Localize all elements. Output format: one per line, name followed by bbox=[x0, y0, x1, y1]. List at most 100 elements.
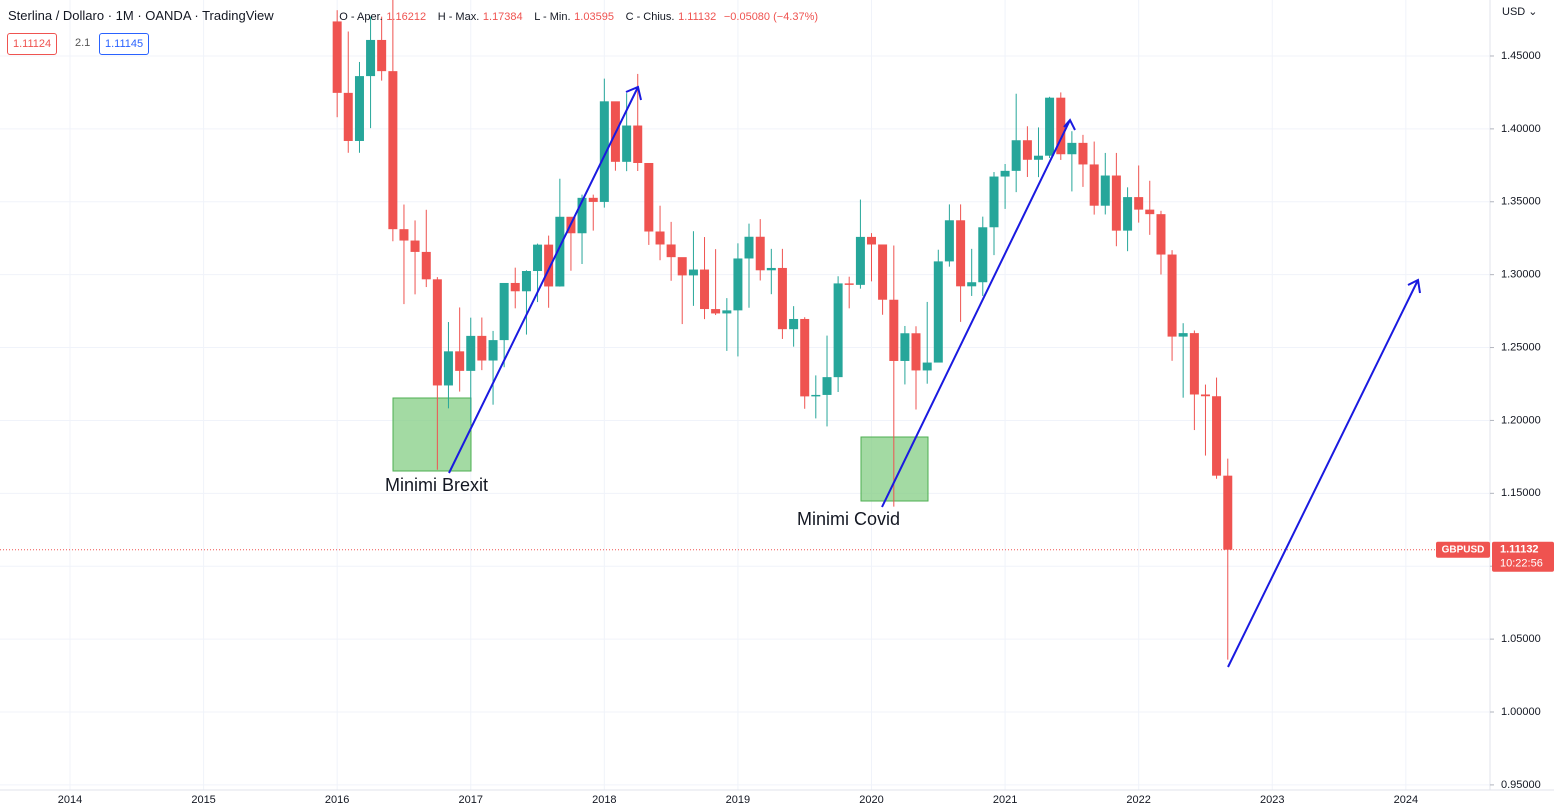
annotation: Minimi Covid bbox=[797, 509, 900, 529]
candle-body bbox=[1100, 175, 1110, 206]
currency-menu[interactable]: USD ⌄ bbox=[1502, 6, 1538, 18]
y-tick-label: 1.35000 bbox=[1501, 196, 1541, 208]
y-tick-label: 1.30000 bbox=[1501, 269, 1541, 281]
ohlc-value: 1.17384 bbox=[482, 11, 523, 23]
x-tick-label: 2021 bbox=[993, 794, 1017, 806]
candle-body bbox=[677, 257, 687, 276]
drawings bbox=[392, 397, 929, 502]
y-tick-label: 1.45000 bbox=[1501, 50, 1541, 62]
candle-body bbox=[644, 162, 654, 232]
change: −0.05080 (−4.37%) bbox=[723, 11, 819, 23]
symbol-tag-label: GBPUSD bbox=[1442, 544, 1485, 555]
y-tick-label: 1.20000 bbox=[1501, 414, 1541, 426]
candle-body bbox=[1089, 164, 1099, 206]
candle-body bbox=[1033, 155, 1043, 160]
ohlc-label: H - Max. bbox=[437, 11, 480, 23]
buy-button[interactable]: 1.11145 bbox=[99, 33, 150, 55]
spread: 2.1 bbox=[75, 37, 91, 49]
price-tag-label: 1.11132 bbox=[1500, 544, 1539, 556]
candle-body bbox=[1189, 333, 1199, 395]
candle-body bbox=[911, 333, 921, 371]
candle-body bbox=[967, 282, 977, 287]
candle-body bbox=[544, 244, 554, 287]
y-tick-label: 1.40000 bbox=[1501, 123, 1541, 135]
candle-body bbox=[1000, 170, 1010, 177]
candle-body bbox=[633, 125, 643, 163]
x-tick-label: 2020 bbox=[859, 794, 883, 806]
candle-body bbox=[978, 227, 988, 283]
candle-body bbox=[878, 244, 888, 300]
ohlc-label: L - Min. bbox=[534, 11, 571, 23]
candle-body bbox=[499, 282, 509, 341]
symbol-tag bbox=[1436, 541, 1490, 558]
x-tick-label: 2015 bbox=[191, 794, 215, 806]
candle-body bbox=[1067, 142, 1077, 155]
candle-body bbox=[989, 176, 999, 228]
ohlc-label: C - Chius. bbox=[625, 11, 675, 23]
candle-body bbox=[533, 244, 543, 272]
ohlc-value: 1.16212 bbox=[386, 11, 427, 23]
candle-body bbox=[1056, 97, 1066, 155]
candle-body bbox=[755, 236, 765, 271]
ohlc-label: O - Aper. bbox=[339, 11, 383, 23]
candle-body bbox=[343, 92, 353, 141]
y-tick-label: 1.15000 bbox=[1501, 487, 1541, 499]
candle-body bbox=[766, 267, 776, 271]
candle-body bbox=[800, 318, 810, 397]
candle-body bbox=[577, 197, 587, 234]
candle-body bbox=[410, 240, 420, 252]
candle-body bbox=[711, 309, 721, 314]
candle-body bbox=[354, 76, 364, 141]
candle-body bbox=[933, 261, 943, 363]
candle-body bbox=[688, 269, 698, 276]
candle-body bbox=[466, 335, 476, 371]
candle-body bbox=[1212, 396, 1222, 476]
candle-body bbox=[421, 251, 431, 280]
candle-body bbox=[622, 125, 632, 162]
y-tick-label: 0.95000 bbox=[1501, 779, 1541, 791]
candle-body bbox=[822, 377, 832, 395]
candle-body bbox=[833, 283, 843, 378]
candle-body bbox=[1045, 97, 1055, 156]
candle-body bbox=[811, 394, 821, 397]
x-tick-label: 2022 bbox=[1126, 794, 1150, 806]
candle-body bbox=[332, 21, 342, 93]
candle-body bbox=[488, 340, 498, 361]
candle-body bbox=[1167, 254, 1177, 337]
candle-body bbox=[366, 39, 376, 77]
candle-body bbox=[1178, 333, 1188, 337]
x-tick-label: 2018 bbox=[592, 794, 616, 806]
candle-body bbox=[1200, 394, 1210, 397]
candle-body bbox=[1111, 175, 1121, 231]
y-tick-label: 1.25000 bbox=[1501, 341, 1541, 353]
candle-body bbox=[922, 362, 932, 371]
candle-body bbox=[399, 229, 409, 241]
countdown: 10:22:56 bbox=[1500, 558, 1543, 570]
candle-body bbox=[1134, 197, 1144, 210]
arrow bbox=[881, 118, 1076, 508]
candle-body bbox=[844, 283, 854, 285]
trend-arrows bbox=[448, 85, 1421, 668]
candle-body bbox=[722, 310, 732, 314]
candle-body bbox=[477, 335, 487, 361]
sell-button[interactable]: 1.11124 bbox=[7, 33, 58, 55]
candle-body bbox=[655, 231, 665, 245]
x-tick-label: 2017 bbox=[459, 794, 483, 806]
candle-body bbox=[666, 244, 676, 258]
x-tick-label: 2019 bbox=[726, 794, 750, 806]
candle-body bbox=[1145, 209, 1155, 215]
candle-body bbox=[855, 236, 865, 285]
candle-body bbox=[777, 267, 787, 330]
candle-body bbox=[889, 299, 899, 361]
candle-body bbox=[521, 271, 531, 292]
price-tag bbox=[1492, 541, 1554, 572]
candle-body bbox=[944, 220, 954, 262]
candle-body bbox=[1156, 214, 1166, 255]
highlight-box bbox=[860, 436, 929, 502]
candle-body bbox=[744, 236, 754, 259]
y-tick-label: 1.00000 bbox=[1501, 706, 1541, 718]
candle-body bbox=[1223, 475, 1233, 550]
symbol: Sterlina / Dollaro · 1M · OANDA · Tradin… bbox=[8, 8, 274, 23]
